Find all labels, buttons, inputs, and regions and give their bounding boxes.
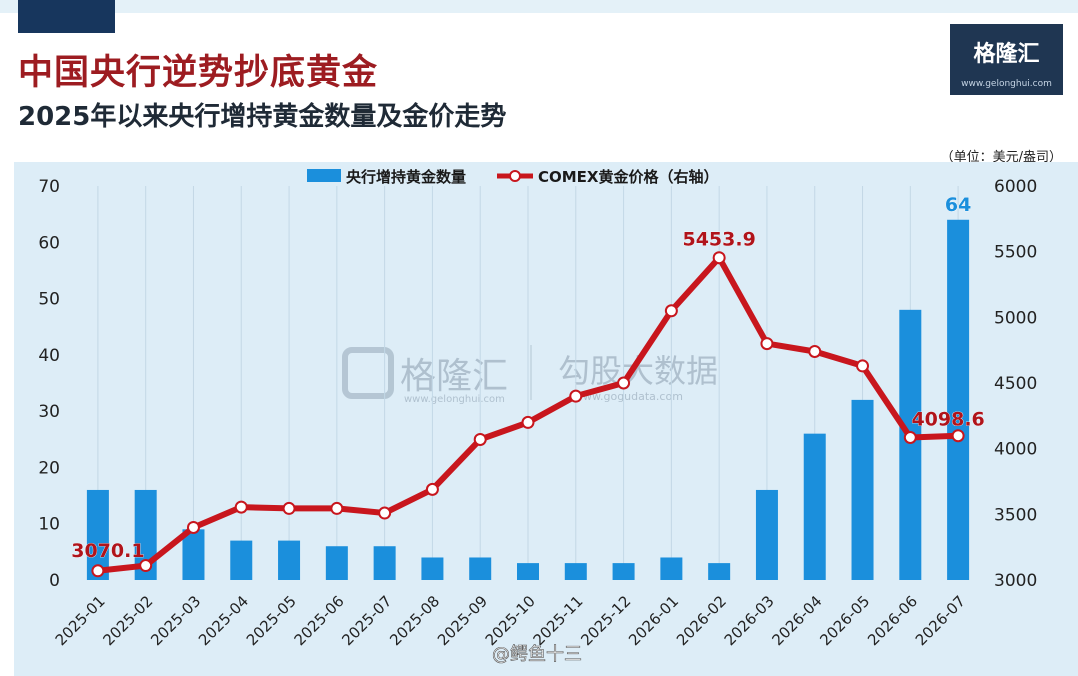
bar: [851, 399, 874, 580]
left-tick-label: 50: [38, 290, 60, 310]
right-tick-label: 5500: [994, 243, 1037, 263]
right-tick-label: 3500: [994, 505, 1037, 525]
line-point: [378, 506, 392, 520]
bar: [86, 489, 109, 580]
right-tick-label: 5000: [994, 308, 1037, 328]
line-point: [91, 564, 105, 578]
line-point: [569, 389, 583, 403]
unit-note: （单位：美元/盎司）: [940, 150, 1062, 165]
line-point: [282, 501, 296, 515]
bar: [660, 557, 683, 580]
bar: [803, 433, 826, 580]
watermark-brand-url: www.gelonghui.com: [404, 394, 505, 405]
line-point: [712, 251, 726, 265]
left-tick-label: 10: [38, 515, 60, 535]
left-tick-label: 60: [38, 233, 60, 253]
data-label: 5453.9: [682, 229, 755, 251]
left-tick-label: 20: [38, 458, 60, 478]
data-label: 64: [945, 194, 971, 216]
line-point: [234, 500, 248, 514]
bar: [182, 529, 205, 580]
bar: [325, 546, 348, 580]
left-tick-label: 40: [38, 346, 60, 366]
bar: [230, 540, 253, 580]
left-tick-label: 0: [49, 571, 60, 591]
watermark: 格隆汇 www.gelonghui.com 勾股大数据 www.gogudata…: [342, 345, 718, 405]
bar: [612, 563, 635, 580]
bar: [755, 489, 778, 580]
data-label: 3070.1: [71, 540, 144, 562]
legend-line-label: COMEX黄金价格（右轴）: [538, 168, 719, 186]
line-point: [139, 559, 153, 573]
right-tick-label: 4000: [994, 440, 1037, 460]
bar: [517, 563, 539, 580]
line-point: [186, 520, 200, 534]
bar: [708, 563, 731, 580]
line-point: [473, 432, 487, 446]
watermark-logo-mark: [342, 347, 394, 399]
data-label: 4098.6: [911, 409, 984, 431]
chart-subtitle: 2025年以来央行增持黄金数量及金价走势: [18, 102, 507, 132]
legend-bar-label: 央行增持黄金数量: [346, 168, 466, 186]
bar: [373, 546, 396, 580]
weibo-watermark: @鳄鱼十三: [492, 644, 582, 665]
legend-line-marker: [509, 170, 521, 182]
bar: [278, 540, 301, 580]
line-point: [760, 337, 774, 351]
line-point: [425, 482, 439, 496]
legend-bar-swatch: [307, 169, 341, 182]
bar: [564, 563, 587, 580]
bar: [421, 557, 444, 580]
chart-title: 中国央行逆势抄底黄金: [18, 53, 379, 93]
line-point: [951, 429, 965, 443]
line-point: [330, 501, 344, 515]
top-decor-bar: [0, 0, 1078, 13]
left-tick-label: 70: [38, 177, 60, 197]
legend: 央行增持黄金数量 COMEX黄金价格（右轴）: [307, 168, 719, 186]
line-point: [617, 376, 631, 390]
line-point: [808, 344, 822, 358]
bar: [469, 557, 492, 580]
left-tick-label: 30: [38, 402, 60, 422]
watermark-brand: 格隆汇: [400, 356, 508, 397]
logo-url: www.gelonghui.com: [961, 79, 1052, 89]
top-decor-block: [18, 0, 115, 33]
line-point: [521, 415, 535, 429]
line-point: [903, 431, 917, 445]
right-tick-label: 6000: [994, 177, 1037, 197]
right-tick-label: 3000: [994, 571, 1037, 591]
line-point: [856, 359, 870, 373]
line-point: [664, 304, 678, 318]
gelonghui-logo: 格隆汇 www.gelonghui.com: [950, 24, 1063, 95]
bar: [947, 219, 970, 580]
logo-text: 格隆汇: [973, 42, 1040, 67]
bar: [899, 309, 922, 580]
right-tick-label: 4500: [994, 374, 1037, 394]
watermark-source-url: www.gogudata.com: [574, 390, 683, 403]
